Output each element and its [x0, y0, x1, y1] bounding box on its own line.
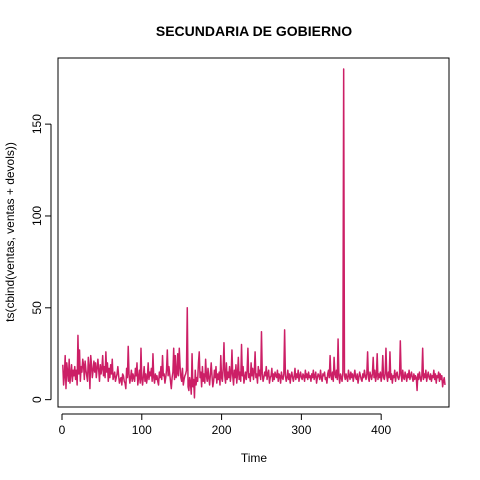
- x-axis: 0 100 200 300 400: [59, 413, 392, 437]
- plot-area-frame: [57, 57, 450, 408]
- chart-title: SECUNDARIA DE GOBIERNO: [156, 23, 352, 39]
- y-axis-label: ts(cbind(ventas, ventas + devols)): [3, 142, 17, 322]
- y-tick-label: 0: [30, 396, 44, 403]
- x-tick-label: 300: [291, 423, 311, 437]
- y-tick-label: 150: [30, 114, 44, 134]
- series-group: [62, 68, 446, 399]
- y-axis: 0 50 100 150: [30, 114, 52, 403]
- series-line: [62, 68, 446, 399]
- x-tick-label: 200: [212, 423, 232, 437]
- y-tick-label: 50: [30, 301, 44, 315]
- x-tick-label: 400: [371, 423, 391, 437]
- x-axis-label: Time: [241, 451, 268, 465]
- x-tick-label: 100: [132, 423, 152, 437]
- x-tick-label: 0: [59, 423, 66, 437]
- y-tick-label: 100: [30, 206, 44, 226]
